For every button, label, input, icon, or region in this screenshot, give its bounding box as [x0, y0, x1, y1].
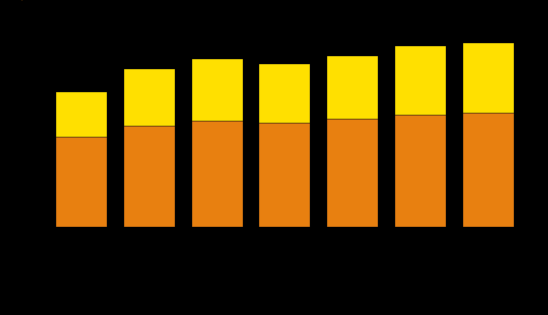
Bar — [260, 123, 310, 227]
Bar — [463, 113, 514, 227]
Bar — [124, 69, 175, 126]
Bar — [56, 92, 107, 137]
Bar — [327, 56, 378, 119]
Bar — [395, 46, 446, 115]
Bar — [56, 137, 107, 227]
Bar — [192, 59, 243, 121]
Bar — [124, 126, 175, 227]
Bar — [395, 115, 446, 227]
Bar — [260, 64, 310, 123]
Bar — [192, 121, 243, 227]
Bar — [463, 43, 514, 113]
Bar — [327, 119, 378, 227]
